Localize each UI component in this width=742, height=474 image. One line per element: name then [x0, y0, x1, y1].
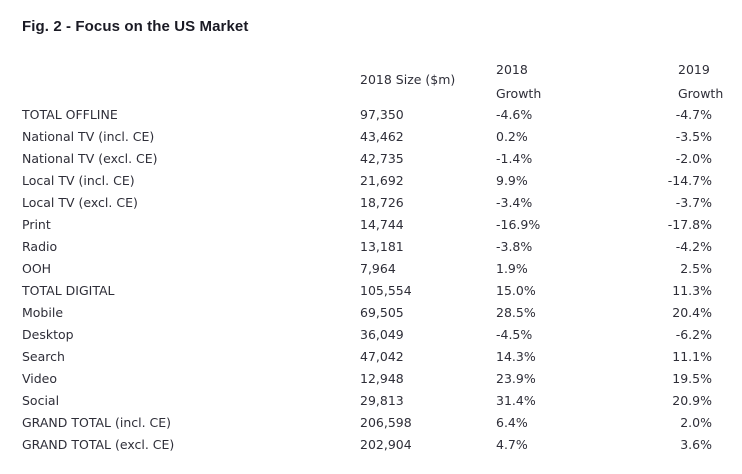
data-table: TOTAL OFFLINE 97,350 -4.6% -4.7% National TV…: [0, 104, 742, 456]
row-label: TOTAL DIGITAL: [22, 283, 115, 298]
header-2019-growth: Growth: [678, 86, 724, 101]
header-size: 2018 Size ($m): [360, 72, 456, 87]
table-row: Desktop 36,049 -4.5% -6.2%: [0, 324, 742, 346]
row-label: TOTAL OFFLINE: [22, 107, 118, 122]
table-row: Social 29,813 31.4% 20.9%: [0, 390, 742, 412]
row-label: Local TV (excl. CE): [22, 195, 138, 210]
row-size-value: 7,964: [360, 261, 396, 276]
row-label: Search: [22, 349, 65, 364]
row-size-value: 21,692: [360, 173, 404, 188]
row-size-value: 206,598: [360, 415, 412, 430]
row-growth-2018: 31.4%: [496, 393, 536, 408]
row-growth-2019: 19.5%: [672, 371, 712, 386]
table-row: TOTAL OFFLINE 97,350 -4.6% -4.7%: [0, 104, 742, 126]
row-growth-2019: 11.1%: [672, 349, 712, 364]
row-size-value: 42,735: [360, 151, 404, 166]
table-row: GRAND TOTAL (excl. CE) 202,904 4.7% 3.6%: [0, 434, 742, 456]
row-label: Print: [22, 217, 51, 232]
row-growth-2019: -3.5%: [675, 129, 712, 144]
row-growth-2019: 20.9%: [672, 393, 712, 408]
row-growth-2018: -1.4%: [496, 151, 533, 166]
row-growth-2019: -4.7%: [675, 107, 712, 122]
row-growth-2019: 3.6%: [680, 437, 712, 452]
row-size-value: 29,813: [360, 393, 404, 408]
row-growth-2019: -6.2%: [675, 327, 712, 342]
table-row: OOH 7,964 1.9% 2.5%: [0, 258, 742, 280]
row-size-value: 97,350: [360, 107, 404, 122]
row-growth-2018: 23.9%: [496, 371, 536, 386]
header-2019-year: 2019: [678, 62, 710, 77]
row-growth-2019: 20.4%: [672, 305, 712, 320]
row-growth-2019: -4.2%: [675, 239, 712, 254]
row-label: Mobile: [22, 305, 64, 320]
table-row: TOTAL DIGITAL 105,554 15.0% 11.3%: [0, 280, 742, 302]
row-growth-2019: -2.0%: [675, 151, 712, 166]
row-growth-2019: -3.7%: [675, 195, 712, 210]
row-size-value: 18,726: [360, 195, 404, 210]
row-label: OOH: [22, 261, 52, 276]
row-label: Desktop: [22, 327, 74, 342]
row-size-value: 36,049: [360, 327, 404, 342]
row-label: GRAND TOTAL (excl. CE): [22, 437, 175, 452]
row-size-value: 13,181: [360, 239, 404, 254]
row-growth-2019: 11.3%: [672, 283, 712, 298]
row-size-value: 14,744: [360, 217, 404, 232]
row-growth-2018: -4.6%: [496, 107, 533, 122]
table-row: National TV (excl. CE) 42,735 -1.4% -2.0%: [0, 148, 742, 170]
row-growth-2018: -4.5%: [496, 327, 533, 342]
row-size-value: 69,505: [360, 305, 404, 320]
row-label: Social: [22, 393, 60, 408]
row-growth-2019: -14.7%: [667, 173, 712, 188]
table-row: National TV (incl. CE) 43,462 0.2% -3.5%: [0, 126, 742, 148]
row-label: GRAND TOTAL (incl. CE): [22, 415, 172, 430]
table-row: Radio 13,181 -3.8% -4.2%: [0, 236, 742, 258]
table-row: Mobile 69,505 28.5% 20.4%: [0, 302, 742, 324]
row-growth-2018: 15.0%: [496, 283, 536, 298]
table-row: Local TV (incl. CE) 21,692 9.9% -14.7%: [0, 170, 742, 192]
row-size-value: 47,042: [360, 349, 404, 364]
row-growth-2018: 4.7%: [496, 437, 528, 452]
row-growth-2018: -16.9%: [496, 217, 541, 232]
table-row: Search 47,042 14.3% 11.1%: [0, 346, 742, 368]
row-growth-2019: 2.0%: [680, 415, 712, 430]
row-growth-2018: 1.9%: [496, 261, 528, 276]
row-size-value: 202,904: [360, 437, 412, 452]
row-growth-2018: -3.4%: [496, 195, 533, 210]
row-growth-2018: 28.5%: [496, 305, 536, 320]
row-size-value: 12,948: [360, 371, 404, 386]
table-row: Local TV (excl. CE) 18,726 -3.4% -3.7%: [0, 192, 742, 214]
row-growth-2018: 6.4%: [496, 415, 528, 430]
row-label: Radio: [22, 239, 58, 254]
table-row: Video 12,948 23.9% 19.5%: [0, 368, 742, 390]
figure-title: Fig. 2 - Focus on the US Market: [22, 18, 249, 35]
table-row: GRAND TOTAL (incl. CE) 206,598 6.4% 2.0%: [0, 412, 742, 434]
row-label: Video: [22, 371, 58, 386]
row-growth-2018: 9.9%: [496, 173, 528, 188]
row-label: National TV (incl. CE): [22, 129, 155, 144]
row-growth-2018: 14.3%: [496, 349, 536, 364]
row-size-value: 105,554: [360, 283, 412, 298]
header-2018-growth: Growth: [496, 86, 542, 101]
row-label: Local TV (incl. CE): [22, 173, 135, 188]
row-growth-2018: -3.8%: [496, 239, 533, 254]
row-growth-2019: -17.8%: [667, 217, 712, 232]
header-2018-year: 2018: [496, 62, 528, 77]
row-size-value: 43,462: [360, 129, 404, 144]
table-row: Print 14,744 -16.9% -17.8%: [0, 214, 742, 236]
row-growth-2019: 2.5%: [680, 261, 712, 276]
row-growth-2018: 0.2%: [496, 129, 528, 144]
row-label: National TV (excl. CE): [22, 151, 158, 166]
